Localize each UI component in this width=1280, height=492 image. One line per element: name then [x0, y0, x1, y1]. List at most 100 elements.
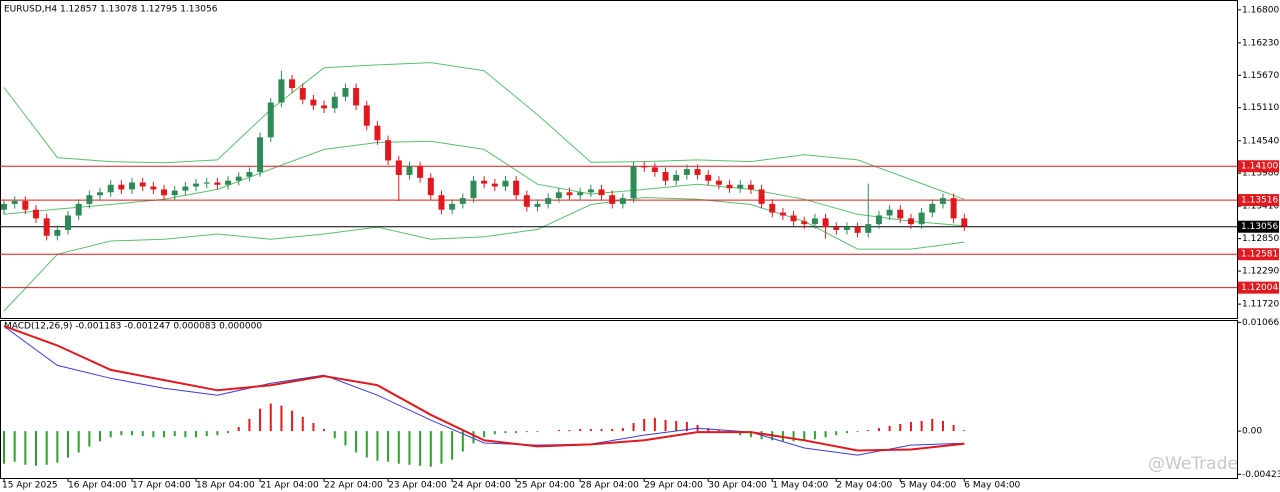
x-tick-label: 15 Apr 2025 [2, 481, 58, 491]
candle-body [427, 177, 434, 196]
histogram-bar [941, 420, 944, 432]
histogram-bar [515, 431, 518, 434]
candle-body [523, 195, 530, 207]
y-tick-label: 0.00 [1242, 427, 1262, 437]
histogram-bar [803, 431, 806, 441]
candle-body [321, 105, 328, 109]
histogram-bar [173, 431, 176, 437]
x-tick-label: 30 Apr 04:00 [708, 481, 767, 491]
histogram-bar [888, 426, 891, 432]
candle-body [747, 184, 754, 190]
candle-body [801, 221, 808, 225]
histogram-bar [237, 427, 240, 432]
x-tick-label: 17 Apr 04:00 [132, 481, 191, 491]
y-tick-label: 1.13980 [1242, 169, 1279, 179]
y-tick-label: 1.14540 [1242, 136, 1279, 146]
candle-body [481, 180, 488, 184]
y-tick-label: 1.16800 [1242, 5, 1279, 15]
histogram-bar [472, 431, 475, 444]
price-level-tag [1238, 248, 1279, 261]
histogram-bar [653, 417, 656, 432]
histogram-bar [248, 418, 251, 432]
price-level-label: 1.13516 [1241, 196, 1278, 206]
x-tick-label: 18 Apr 04:00 [196, 481, 255, 491]
candle-body [726, 184, 733, 189]
candle-body [310, 99, 317, 106]
candle-body [363, 105, 370, 126]
candle-body [534, 203, 541, 207]
histogram-bar [184, 431, 187, 438]
histogram-bar [344, 431, 347, 446]
candle-body [651, 167, 658, 173]
candle-body [65, 215, 72, 230]
candle-body [385, 140, 392, 161]
histogram-bar [291, 410, 294, 432]
price-level-tag [1238, 160, 1279, 173]
candle-body [715, 180, 722, 185]
price-level-label: 1.14100 [1241, 162, 1278, 172]
histogram-bar [451, 431, 454, 460]
histogram-bar [269, 403, 272, 432]
candle-body [75, 203, 82, 216]
histogram-bar [536, 431, 539, 433]
histogram-bar [280, 405, 283, 432]
histogram-bar [867, 430, 870, 432]
y-tick-label: 1.11720 [1242, 300, 1279, 310]
candle-body [406, 166, 413, 175]
candle-body [598, 189, 605, 196]
candle-body [566, 192, 573, 196]
x-tick-label: 16 Apr 04:00 [68, 481, 127, 491]
x-tick-label: 1 May 04:00 [772, 481, 828, 491]
histogram-bar [600, 429, 603, 432]
histogram-bar [141, 431, 144, 437]
candle-body [907, 218, 914, 225]
histogram-bar [899, 423, 902, 432]
histogram-bar [483, 431, 486, 438]
candle-body [395, 160, 402, 175]
candle-body [257, 137, 264, 173]
histogram-bar [931, 418, 934, 432]
candle-body [545, 198, 552, 204]
candle-body [203, 182, 210, 184]
candle-body [278, 79, 285, 103]
candle-body [587, 189, 594, 193]
histogram-bar [387, 431, 390, 462]
x-tick-label: 23 Apr 04:00 [388, 481, 447, 491]
histogram-bar [35, 431, 38, 466]
y-tick-label: 1.13410 [1242, 202, 1279, 212]
candle-body [513, 180, 520, 196]
histogram-bar [707, 428, 710, 432]
candle-body [502, 180, 509, 187]
candle-body [246, 172, 253, 177]
candle-body [54, 229, 61, 236]
histogram-bar [99, 431, 102, 442]
candle-body [758, 189, 765, 204]
candle-body [918, 212, 925, 225]
candle-body [43, 218, 50, 236]
chart-title: EURUSD,H4 1.12857 1.13078 1.12795 1.1305… [4, 5, 218, 15]
candle-body [577, 192, 584, 196]
histogram-bar [323, 429, 326, 432]
candle-body [779, 212, 786, 216]
histogram-bar [877, 428, 880, 432]
macd-line [3, 325, 965, 456]
candle-body [683, 169, 690, 175]
y-tick-label: 1.15670 [1242, 71, 1279, 81]
candle-body [619, 198, 626, 204]
histogram-bar [397, 431, 400, 464]
candle-body [86, 195, 93, 204]
candle-body [705, 174, 712, 181]
histogram-bar [45, 431, 48, 465]
candle-body [470, 180, 477, 199]
candle-body [193, 183, 200, 187]
candle-body [289, 79, 296, 89]
histogram-bar [461, 431, 464, 452]
candle-body [555, 192, 562, 199]
candle-body [22, 200, 29, 210]
histogram-bar [376, 431, 379, 461]
histogram-bar [568, 430, 571, 432]
histogram-bar [3, 431, 5, 464]
histogram-bar [856, 431, 859, 433]
y-tick-label: 1.12290 [1242, 267, 1279, 277]
